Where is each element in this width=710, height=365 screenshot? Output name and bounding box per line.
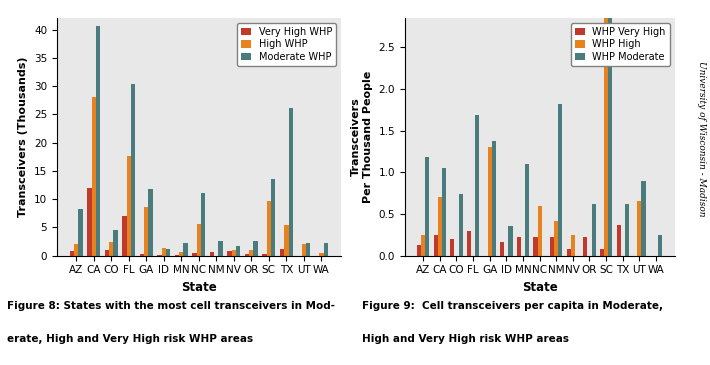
Bar bbox=[197, 224, 201, 256]
Bar bbox=[567, 249, 571, 255]
Bar bbox=[87, 188, 92, 256]
Bar bbox=[508, 226, 513, 255]
Bar bbox=[179, 251, 183, 256]
Bar bbox=[114, 230, 118, 256]
Bar bbox=[236, 246, 241, 256]
Bar bbox=[192, 253, 197, 256]
Bar bbox=[267, 201, 271, 256]
Bar bbox=[550, 237, 554, 255]
Bar bbox=[604, 16, 608, 255]
Text: Figure 8: States with the most cell transceivers in Mod-: Figure 8: States with the most cell tran… bbox=[7, 301, 335, 311]
Bar bbox=[162, 248, 166, 255]
Bar bbox=[288, 108, 293, 256]
Bar bbox=[554, 221, 558, 256]
Bar bbox=[421, 235, 425, 255]
Bar bbox=[109, 242, 114, 255]
Bar bbox=[625, 204, 629, 256]
Y-axis label: Transceivers
Per Thousand People: Transceivers Per Thousand People bbox=[351, 71, 373, 203]
Bar bbox=[583, 237, 587, 255]
X-axis label: State: State bbox=[522, 281, 557, 294]
Bar bbox=[591, 204, 596, 256]
Bar bbox=[253, 241, 258, 256]
Bar bbox=[306, 243, 310, 255]
Bar bbox=[492, 141, 496, 256]
Bar bbox=[245, 254, 249, 255]
Bar bbox=[616, 225, 621, 256]
Text: erate, High and Very High risk WHP areas: erate, High and Very High risk WHP areas bbox=[7, 334, 253, 344]
Bar bbox=[219, 241, 223, 255]
Bar bbox=[96, 26, 100, 255]
Bar bbox=[600, 249, 604, 255]
Bar bbox=[231, 250, 236, 255]
X-axis label: State: State bbox=[181, 281, 217, 294]
Bar bbox=[183, 243, 188, 255]
Text: High and Very High risk WHP areas: High and Very High risk WHP areas bbox=[362, 334, 569, 344]
Bar bbox=[517, 237, 521, 255]
Bar bbox=[209, 252, 214, 255]
Legend: Very High WHP, High WHP, Moderate WHP: Very High WHP, High WHP, Moderate WHP bbox=[237, 23, 336, 66]
Bar bbox=[284, 225, 288, 256]
Bar bbox=[262, 254, 267, 255]
Text: Figure 9:  Cell transceivers per capita in Moderate,: Figure 9: Cell transceivers per capita i… bbox=[362, 301, 663, 311]
Bar bbox=[280, 249, 284, 255]
Bar bbox=[533, 237, 537, 255]
Bar bbox=[140, 254, 144, 255]
Bar bbox=[450, 239, 454, 255]
Bar bbox=[425, 157, 430, 256]
Bar bbox=[122, 216, 126, 255]
Bar bbox=[271, 179, 275, 256]
Bar bbox=[459, 194, 463, 255]
Bar bbox=[148, 189, 153, 256]
Bar bbox=[70, 251, 74, 255]
Bar bbox=[144, 207, 148, 256]
Bar bbox=[467, 231, 471, 255]
Bar bbox=[319, 253, 324, 256]
Bar bbox=[525, 164, 529, 255]
Bar bbox=[417, 245, 421, 255]
Text: University of Wisconsin - Madison: University of Wisconsin - Madison bbox=[697, 61, 706, 216]
Bar bbox=[571, 235, 575, 255]
Bar bbox=[500, 242, 504, 255]
Bar bbox=[227, 251, 231, 255]
Bar bbox=[641, 181, 645, 256]
Bar bbox=[131, 84, 136, 256]
Bar bbox=[104, 250, 109, 255]
Bar bbox=[488, 147, 492, 256]
Bar bbox=[92, 97, 96, 256]
Bar bbox=[442, 168, 446, 256]
Bar bbox=[438, 197, 442, 256]
Bar bbox=[79, 209, 83, 256]
Bar bbox=[608, 0, 612, 255]
Bar bbox=[537, 206, 542, 256]
Bar bbox=[324, 243, 328, 255]
Bar bbox=[475, 115, 479, 255]
Bar bbox=[74, 244, 79, 256]
Bar bbox=[658, 235, 662, 255]
Bar bbox=[126, 155, 131, 256]
Y-axis label: Transceivers (Thousands): Transceivers (Thousands) bbox=[18, 57, 28, 217]
Bar bbox=[638, 201, 641, 256]
Bar bbox=[558, 104, 562, 256]
Legend: WHP Very High, WHP High, WHP Moderate: WHP Very High, WHP High, WHP Moderate bbox=[571, 23, 670, 66]
Bar bbox=[302, 244, 306, 256]
Bar bbox=[434, 235, 438, 255]
Bar bbox=[166, 249, 170, 255]
Bar bbox=[249, 250, 253, 255]
Bar bbox=[201, 193, 205, 256]
